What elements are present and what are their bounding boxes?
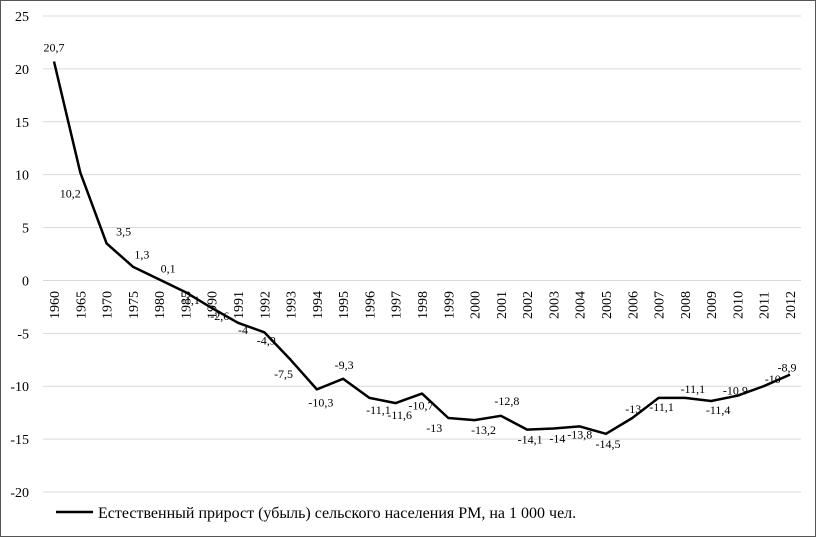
data-label: -4 [238,323,248,337]
x-tick-label: 1965 [74,291,89,319]
data-label: 10,2 [60,187,81,201]
y-tick-label: -15 [10,433,29,448]
data-label: -4,9 [257,333,276,347]
y-tick-label: 0 [22,274,29,289]
legend-entry: Естественный прирост (убыль) сельского н… [98,505,576,522]
x-tick-label: 2008 [679,291,694,319]
x-axis-tick-labels: 1960 1965 1970 1975 1980 1985 1990 1991 1992 1993… [48,291,799,319]
data-label: -11,4 [706,403,731,417]
data-labels: 20,7 10,2 3,51,3 0,1 -1,1 -2,6 -4 -4,9 -7,5 -10,3… [44,40,797,450]
x-tick-label: 1994 [311,291,326,319]
data-label: -11,6 [387,408,412,422]
data-label: -9,3 [335,358,354,372]
data-label: 1,3 [134,248,149,262]
legend: Естественный прирост (убыль) сельского н… [56,505,576,522]
y-tick-label: -5 [17,327,29,342]
x-tick-label: 1980 [153,291,168,319]
x-tick-label: 1998 [416,291,431,319]
data-label: -10 [765,372,781,386]
data-label: -7,5 [274,367,293,381]
data-label: -10,7 [409,399,434,413]
data-label: -2,6 [210,309,229,323]
data-label: -8,9 [778,361,797,375]
y-tick-label: 5 [22,222,29,237]
x-tick-label: 1991 [232,291,247,319]
data-label: -13,8 [567,427,592,441]
y-tick-label: 25 [15,10,29,25]
data-label: -14 [549,432,565,446]
x-tick-label: 2007 [653,291,668,319]
x-tick-label: 2010 [731,291,746,319]
data-label: -14,5 [596,437,621,451]
x-tick-label: 1997 [390,291,405,319]
x-tick-label: 1995 [337,291,352,319]
x-tick-label: 2011 [758,292,773,319]
x-tick-label: 1985 [179,291,194,319]
data-label: -13 [625,402,641,416]
data-label: 0,1 [161,261,176,275]
y-tick-label: 20 [15,63,29,78]
x-tick-label: 2001 [495,291,510,319]
data-label: -14,1 [518,433,543,447]
x-tick-label: 2000 [469,291,484,319]
data-label: -10,3 [308,395,333,409]
y-axis-tick-labels: 25 20 15 10 5 0 -5 -10 -15 -20 [10,10,29,501]
x-tick-label: 1993 [285,291,300,319]
x-tick-label: 2005 [600,291,615,319]
y-tick-label: -10 [10,380,29,395]
x-tick-label: 1970 [101,291,116,319]
data-label: -11,1 [681,382,706,396]
data-label: 20,7 [44,40,65,54]
series-line [52,61,791,436]
x-tick-label: 1975 [127,291,142,319]
y-tick-label: -20 [10,486,29,501]
data-label: -11,1 [366,403,391,417]
x-tick-label: 2009 [705,291,720,319]
x-tick-label: 1999 [442,291,457,319]
y-tick-label: 10 [15,169,29,184]
data-label: -12,8 [494,394,519,408]
data-label: -13 [426,421,442,435]
x-tick-label: 2004 [574,291,589,319]
gridlines [43,15,801,493]
data-label: -11,1 [649,400,674,414]
x-tick-label: 2006 [626,291,641,319]
x-tick-label: 2003 [547,291,562,319]
x-tick-label: 2002 [521,291,536,319]
x-tick-label: 1960 [48,291,63,319]
data-label: -1,1 [181,293,200,307]
y-tick-label: 15 [15,116,29,131]
data-label: 3,5 [116,224,131,238]
data-label: -13,2 [471,423,496,437]
x-tick-label: 2012 [784,291,799,319]
x-tick-label: 1996 [363,291,378,319]
data-label: -10,9 [723,384,748,398]
x-tick-label: 1992 [258,291,273,319]
